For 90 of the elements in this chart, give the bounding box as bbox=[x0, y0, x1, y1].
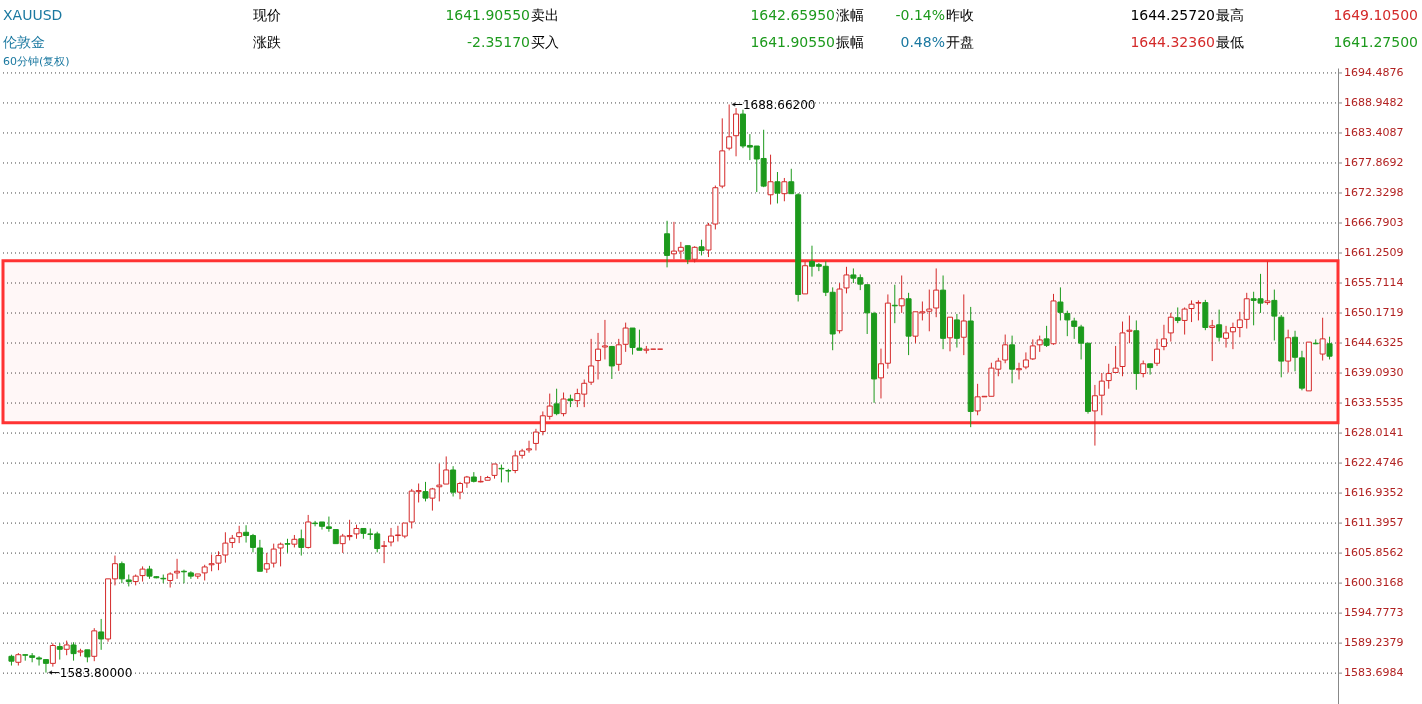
candlestick bbox=[767, 154, 774, 206]
y-tick-label: 1672.3298 bbox=[1344, 185, 1404, 199]
candlestick bbox=[560, 392, 567, 417]
y-tick-label: 1666.7903 bbox=[1344, 215, 1404, 229]
candlestick bbox=[601, 319, 608, 360]
y-tick-label: 1605.8562 bbox=[1344, 546, 1404, 560]
y-tick-label: 1688.9482 bbox=[1344, 95, 1404, 109]
candlestick bbox=[284, 538, 291, 554]
annotation: 1583.80000 bbox=[59, 665, 133, 680]
candlestick bbox=[1160, 324, 1167, 351]
candlestick bbox=[381, 540, 388, 564]
candlestick bbox=[8, 654, 15, 667]
y-tick-label: 1655.7114 bbox=[1344, 276, 1404, 290]
text: 0.48% bbox=[900, 34, 945, 50]
text: 现价 bbox=[253, 7, 281, 23]
y-tick-label: 1683.4087 bbox=[1344, 125, 1404, 139]
candlestick bbox=[1167, 312, 1174, 343]
chart-title: XAUUSD bbox=[3, 7, 63, 23]
y-tick-label: 1633.5535 bbox=[1344, 396, 1404, 410]
y-tick-label: 1661.2509 bbox=[1344, 246, 1404, 259]
text: 开盘 bbox=[946, 34, 974, 50]
text: 最低 bbox=[1216, 34, 1244, 50]
y-tick-label: 1694.4876 bbox=[1344, 65, 1404, 79]
y-tick-label: 1628.0141 bbox=[1344, 426, 1404, 440]
candlestick bbox=[1112, 345, 1119, 374]
text: 最高 bbox=[1216, 7, 1244, 23]
y-tick-label: 1600.3168 bbox=[1344, 576, 1404, 590]
candlestick bbox=[1043, 325, 1050, 348]
candlestick bbox=[1285, 329, 1292, 373]
y-tick-label: 1622.4746 bbox=[1344, 456, 1404, 470]
y-tick-label: 1589.2379 bbox=[1344, 636, 1404, 650]
candlestick bbox=[774, 171, 781, 204]
candlestick bbox=[332, 529, 339, 545]
text: 60分钟(复权) bbox=[3, 55, 70, 68]
y-tick-label: 1644.6325 bbox=[1344, 336, 1404, 350]
text: 卖出 bbox=[531, 7, 559, 23]
y-tick-label: 1594.7773 bbox=[1344, 606, 1404, 620]
candlestick bbox=[960, 293, 967, 356]
candlestick bbox=[422, 481, 429, 502]
candlestick bbox=[1174, 306, 1181, 324]
candlestick bbox=[470, 471, 477, 483]
chart-subtitle: 伦敦金 bbox=[3, 34, 45, 50]
text: 1641.90550 bbox=[750, 34, 835, 50]
candlestick bbox=[1223, 325, 1230, 349]
text: 1642.65950 bbox=[750, 7, 835, 23]
text: 1644.32360 bbox=[1130, 34, 1215, 50]
text: 涨跌 bbox=[253, 34, 281, 50]
y-tick-label: 1677.8692 bbox=[1344, 155, 1404, 169]
candlestick bbox=[567, 394, 574, 408]
candlestick bbox=[946, 316, 953, 352]
candlestick bbox=[505, 468, 512, 483]
candlestick bbox=[1154, 338, 1161, 367]
candlestick bbox=[698, 239, 705, 256]
candlestick bbox=[1209, 319, 1216, 362]
y-tick-label: 1639.0930 bbox=[1344, 366, 1404, 380]
y-tick-label: 1650.1719 bbox=[1344, 306, 1404, 320]
text: -0.14% bbox=[895, 7, 945, 23]
candlestick bbox=[781, 177, 788, 202]
candlestick bbox=[733, 107, 740, 157]
text: 1644.25720 bbox=[1130, 7, 1215, 23]
candlestick bbox=[1057, 286, 1064, 321]
text: 昨收 bbox=[946, 7, 974, 23]
candlestick bbox=[1319, 317, 1326, 362]
y-tick-label: 1583.6984 bbox=[1344, 666, 1404, 680]
y-tick-label: 1616.9352 bbox=[1344, 486, 1404, 500]
text: 买入 bbox=[531, 34, 559, 50]
text: 1649.10500 bbox=[1333, 7, 1418, 23]
text: 振幅 bbox=[836, 34, 864, 50]
text: -2.35170 bbox=[467, 34, 530, 50]
text: 1641.90550 bbox=[445, 7, 530, 23]
candlestick bbox=[1016, 362, 1022, 380]
candlestick bbox=[1126, 315, 1133, 344]
annotation: 1688.66200 bbox=[742, 97, 816, 112]
candlestick bbox=[70, 641, 77, 662]
candlestick bbox=[588, 338, 595, 386]
candlestick bbox=[1264, 260, 1271, 306]
candlestick bbox=[1195, 299, 1202, 321]
candlestick bbox=[98, 618, 105, 651]
candlestick bbox=[905, 292, 912, 356]
candlestick bbox=[553, 388, 560, 416]
y-tick-label: 1611.3957 bbox=[1344, 516, 1404, 530]
candlestick bbox=[56, 642, 63, 661]
candlestick bbox=[898, 274, 905, 314]
text: 1641.27500 bbox=[1333, 34, 1418, 50]
text: 涨幅 bbox=[836, 7, 864, 23]
candlestick bbox=[84, 649, 91, 663]
candlestick bbox=[595, 332, 602, 380]
candlestick bbox=[498, 464, 505, 483]
candlestick bbox=[49, 642, 56, 668]
candlestick bbox=[1326, 336, 1333, 360]
